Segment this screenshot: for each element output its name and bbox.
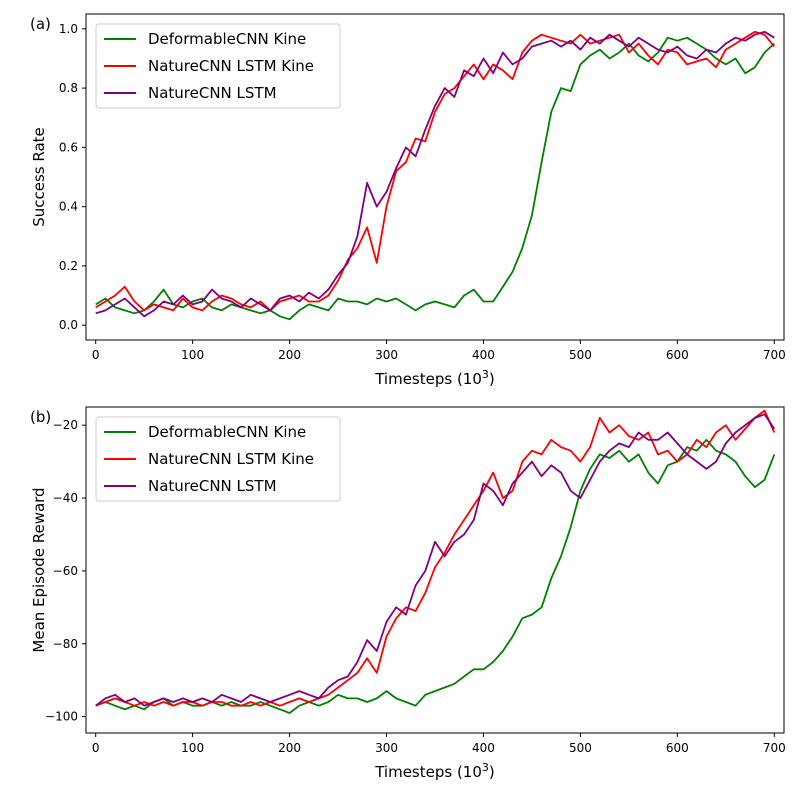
legend-label-deformablecnn-kine: DeformableCNN Kine <box>148 30 306 48</box>
y-tick-label: 0.4 <box>59 200 78 214</box>
x-axis-label: Timesteps (103) <box>374 761 495 781</box>
x-axis-label: Timesteps (103) <box>374 368 495 388</box>
y-tick-label: −80 <box>53 637 78 651</box>
x-axis-label-exponent: 3 <box>482 761 489 774</box>
legend-label-deformablecnn-kine: DeformableCNN Kine <box>148 423 306 441</box>
legend-label-naturecnn-lstm: NatureCNN LSTM <box>148 477 277 495</box>
x-axis-label-exponent: 3 <box>482 368 489 381</box>
y-tick-label: −20 <box>53 418 78 432</box>
series-line-naturecnn-lstm <box>95 30 775 318</box>
series-group <box>95 30 775 321</box>
series-line-naturecnn-lstm-kine <box>95 30 775 312</box>
legend-label-naturecnn-lstm-kine: NatureCNN LSTM Kine <box>148 450 314 468</box>
panel-label: (a) <box>30 15 51 33</box>
axes-frame <box>85 13 785 341</box>
x-tick-label: 600 <box>666 741 689 755</box>
x-axis-label-text: Timesteps (10 <box>374 370 482 388</box>
series-group <box>95 409 776 714</box>
series-line-naturecnn-lstm-kine <box>95 409 776 707</box>
y-tick-label: 0.6 <box>59 140 78 154</box>
x-tick-label: 700 <box>763 348 786 362</box>
y-tick-label: 1.0 <box>59 22 78 36</box>
x-tick-label: 300 <box>375 348 398 362</box>
legend: DeformableCNN Kine NatureCNN LSTM Kine Nat… <box>95 23 341 109</box>
y-tick-label: −40 <box>53 491 78 505</box>
y-tick-label: −60 <box>53 564 78 578</box>
x-axis-label-text: Timesteps (10 <box>374 763 482 781</box>
x-tick-label: 0 <box>92 348 100 362</box>
x-axis-label-close: ) <box>489 370 495 388</box>
legend-label-naturecnn-lstm: NatureCNN LSTM <box>148 84 277 102</box>
x-tick-label: 700 <box>763 741 786 755</box>
x-tick-label: 100 <box>181 741 204 755</box>
y-axis-label: Success Rate <box>30 127 48 227</box>
x-axis-label-close: ) <box>489 763 495 781</box>
x-tick-label: 400 <box>472 741 495 755</box>
series-line-naturecnn-lstm <box>95 413 776 707</box>
y-tick-label: 0.8 <box>59 81 78 95</box>
legend-label-naturecnn-lstm-kine: NatureCNN LSTM Kine <box>148 57 314 75</box>
panel-a: 0 100 200 300 400 500 600 700 0.0 0.2 0.4 0.6 0.8 1.0… <box>30 13 786 388</box>
y-tick-label: −100 <box>45 710 78 724</box>
x-tick-label: 200 <box>278 348 301 362</box>
x-tick-label: 400 <box>472 348 495 362</box>
y-tick-label: 0.0 <box>59 318 78 332</box>
panel-b: 0 100 200 300 400 500 600 700 −100 −80 −60 −40 −20 Ti… <box>30 406 786 781</box>
y-tick-label: 0.2 <box>59 259 78 273</box>
y-axis-label: Mean Episode Reward <box>30 487 48 652</box>
x-tick-label: 500 <box>569 348 592 362</box>
legend-box <box>95 416 341 502</box>
x-tick-label: 100 <box>181 348 204 362</box>
x-tick-label: 200 <box>278 741 301 755</box>
legend-box <box>95 23 341 109</box>
legend: DeformableCNN Kine NatureCNN LSTM Kine Nat… <box>95 416 341 502</box>
x-tick-label: 0 <box>92 741 100 755</box>
panel-label: (b) <box>30 408 51 426</box>
x-tick-label: 500 <box>569 741 592 755</box>
x-tick-label: 300 <box>375 741 398 755</box>
x-tick-label: 600 <box>666 348 689 362</box>
axes-frame <box>85 406 785 734</box>
